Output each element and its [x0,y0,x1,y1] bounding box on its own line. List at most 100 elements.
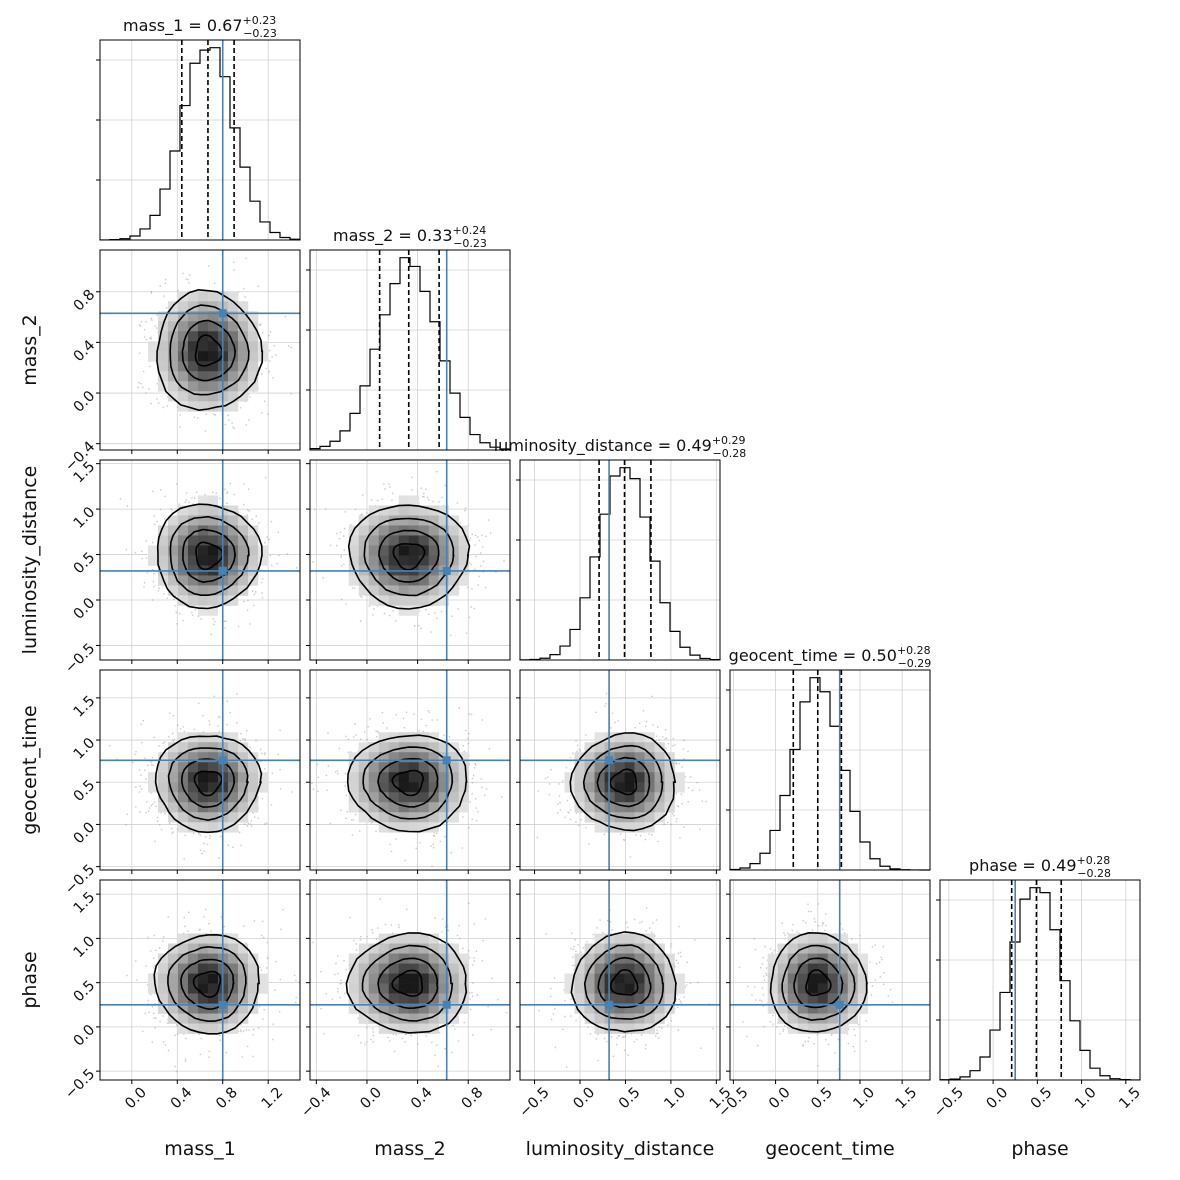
density-cell [187,1003,199,1014]
density-layer [520,880,720,1080]
density-cell [614,973,625,984]
contour-level-3 [362,746,454,820]
density-cell [257,545,269,556]
density-cell [388,525,400,536]
density-cell [614,1003,625,1014]
density-cell [398,555,410,566]
density-cell [634,983,645,994]
density-cell [448,993,460,1004]
density-cell [398,585,410,596]
density-cell [458,535,470,546]
density-cell [634,963,645,974]
density-cell [408,973,420,984]
density-cell [418,732,430,743]
density-cell [634,993,645,1004]
density-cell [257,983,269,994]
x-axis-label-geocent_time: geocent_time [765,1138,894,1160]
density-cell [807,993,819,1004]
density-cell [227,822,239,833]
density-cell [227,535,239,546]
density-cell [827,973,839,984]
density-cell [664,983,675,994]
density-cell [837,1013,849,1024]
density-cell [448,762,460,773]
density-cell [177,963,189,974]
density-cell [624,822,635,833]
x-tick-label-mass_1: 0.0 [122,1085,150,1113]
density-cell [358,993,370,1004]
density-cell [408,772,420,783]
density-cell [167,361,179,372]
density-cell [408,943,420,954]
density-cell [197,401,209,412]
density-cell [157,331,169,342]
density-cell [197,371,209,382]
density-cell [448,963,460,974]
density-cell [187,595,199,606]
x-axis-label-mass_2: mass_2 [374,1138,446,1160]
density-cell [157,963,169,974]
density-cell [227,311,239,322]
x-tick-label-mass_2: 0.8 [459,1085,487,1113]
density-cell [177,993,189,1004]
density-cell [177,772,189,783]
density-cell [624,983,635,994]
panel-mass_2-vs-geocent_time [306,669,511,874]
density-cell [187,391,199,402]
density-cell [398,772,410,783]
density-cell [428,525,440,536]
density-cell [147,351,159,362]
density-cell [428,973,440,984]
density-cell [157,555,169,566]
x-tick-label-phase: 1.5 [1116,1085,1144,1113]
contour-level-3 [363,517,455,597]
density-cell [378,585,390,596]
density-cell [197,953,209,964]
density-cell [147,341,159,352]
density-cell [368,555,380,566]
truth-marker [218,309,227,318]
panel-geocent_time-vs-phase [726,879,931,1084]
density-cell [644,1003,655,1014]
density-cell [388,963,400,974]
density-cell [247,762,259,773]
density-cell [438,993,450,1004]
density-cell [398,822,410,833]
density-cell [408,595,420,606]
density-cell [237,555,249,566]
density-cell [438,505,450,516]
density-cell [368,973,380,984]
contour-level-3 [169,515,250,596]
density-cell [388,585,400,596]
density-cell [388,595,400,606]
density-cell [787,993,799,1004]
density-cell [398,993,410,1004]
density-cell [197,963,209,974]
histogram-step [939,887,1141,1081]
density-cell [398,605,410,616]
density-cell [237,351,249,362]
density-cell [767,1003,779,1014]
density-cell [227,1013,239,1024]
density-cell [368,515,380,526]
density-cell [787,963,799,974]
density-cell [847,993,859,1004]
y-tick-label-luminosity_distance: 1.0 [71,504,99,532]
density-cell [654,782,665,793]
density-cell [807,983,819,994]
density-cell [644,822,655,833]
density-cell [207,371,219,382]
histogram-step [519,467,721,661]
density-cell [207,535,219,546]
density-cell [594,732,605,743]
truth-marker [605,756,614,765]
density-cell [207,822,219,833]
density-cell [227,505,239,516]
density-cell [197,933,209,944]
density-cell [177,505,189,516]
density-cell [448,555,460,566]
density-cell [207,953,219,964]
density-cell [777,1013,789,1024]
density-cell [408,535,420,546]
density-cell [378,792,390,803]
